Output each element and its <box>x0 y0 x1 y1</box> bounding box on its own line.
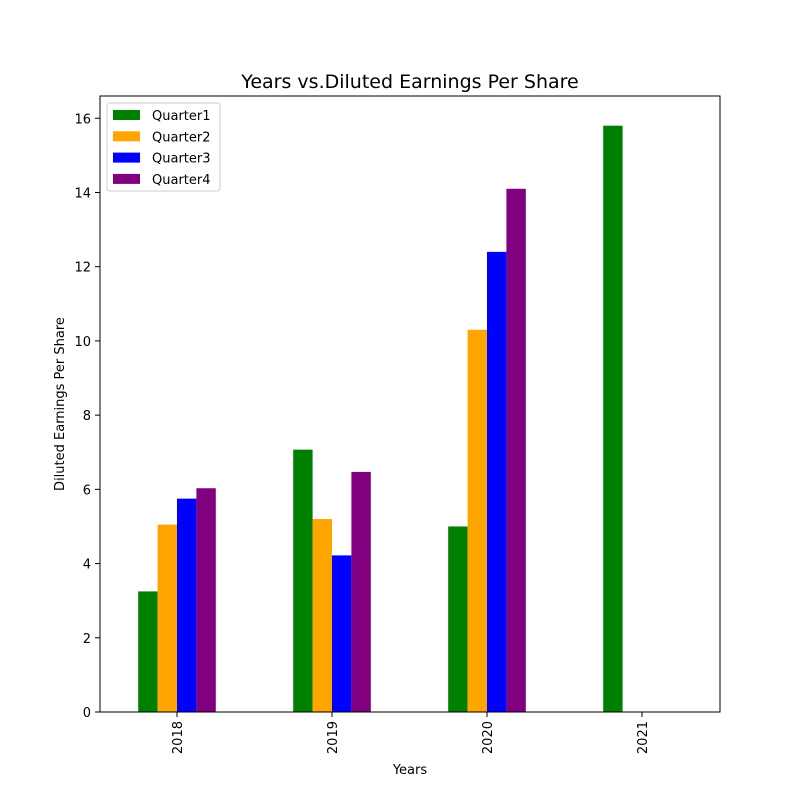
bar-quarter4-2019 <box>351 472 370 712</box>
x-tick-label: 2018 <box>171 721 186 754</box>
legend-swatch-quarter4 <box>113 174 140 184</box>
bar-quarter2-2020 <box>468 330 487 712</box>
bar-quarter2-2018 <box>158 525 177 712</box>
bar-quarter3-2020 <box>487 252 506 712</box>
bar-quarter1-2020 <box>448 526 467 712</box>
legend-label-quarter1: Quarter1 <box>152 109 211 124</box>
y-tick-label: 8 <box>83 409 91 424</box>
x-tick-label: 2021 <box>636 721 651 754</box>
legend-swatch-quarter1 <box>113 110 140 120</box>
bar-quarter1-2021 <box>603 126 622 712</box>
x-axis-label: Years <box>392 763 428 778</box>
y-tick-label: 14 <box>74 186 91 201</box>
legend-label-quarter3: Quarter3 <box>152 152 211 167</box>
legend-swatch-quarter2 <box>113 131 140 141</box>
x-tick-label: 2019 <box>326 721 341 754</box>
bar-quarter1-2019 <box>293 450 312 712</box>
x-tick-label: 2020 <box>481 721 496 754</box>
bar-quarter4-2020 <box>506 189 525 712</box>
y-axis-label: Diluted Earnings Per Share <box>53 317 68 491</box>
legend: Quarter1 Quarter2 Quarter3 Quarter4 <box>107 103 220 191</box>
y-tick-label: 0 <box>83 706 91 721</box>
y-tick-label: 6 <box>83 483 91 498</box>
bar-quarter2-2019 <box>313 519 332 712</box>
y-tick-label: 12 <box>74 261 91 276</box>
y-tick-label: 10 <box>74 335 91 350</box>
legend-swatch-quarter3 <box>113 153 140 163</box>
bar-quarter1-2018 <box>138 591 157 712</box>
bar-quarter3-2019 <box>332 555 351 712</box>
bar-quarter3-2018 <box>177 499 196 712</box>
chart-title: Years vs.Diluted Earnings Per Share <box>240 71 578 93</box>
legend-label-quarter2: Quarter2 <box>152 130 211 145</box>
bar-quarter4-2018 <box>196 488 215 712</box>
y-tick-label: 4 <box>83 558 91 573</box>
legend-label-quarter4: Quarter4 <box>152 173 211 188</box>
y-tick-label: 2 <box>83 632 91 647</box>
y-tick-label: 16 <box>74 112 91 127</box>
